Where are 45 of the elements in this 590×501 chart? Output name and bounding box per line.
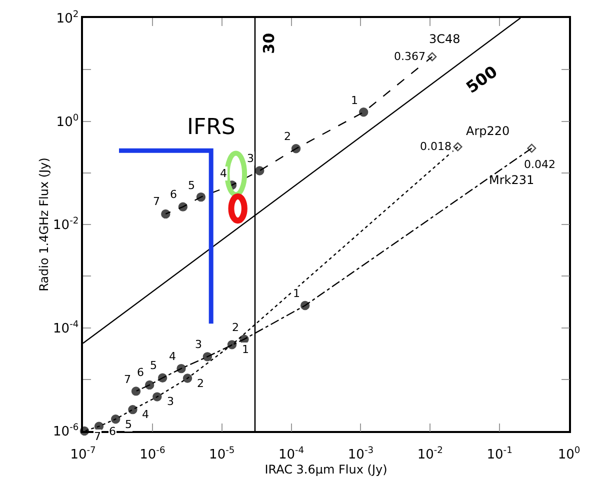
x-tick-label: 10$^{-6}$ (140, 446, 166, 462)
annotation: 5 (125, 418, 132, 431)
annotation: 6 (109, 425, 116, 438)
annotation: 7 (94, 430, 101, 443)
annotation: 3 (167, 395, 174, 408)
annotation: 3 (195, 338, 202, 351)
x-tick-label: 10$^{-2}$ (417, 446, 443, 462)
x-tick-label: 10$^{-1}$ (486, 446, 512, 462)
y-tick-label: 10$^{-4}$ (53, 320, 79, 336)
x-tick-label: 10$^{-4}$ (278, 446, 304, 462)
series-label: Mrk231 (489, 173, 534, 187)
annotation: 500 (462, 62, 501, 97)
y-axis-title: Radio 1.4GHz Flux (Jy) (36, 158, 51, 292)
annotation: 6 (170, 188, 177, 201)
annotation: 4 (169, 350, 176, 363)
annotation: 2 (232, 321, 239, 334)
annotation: 2 (284, 130, 291, 143)
annotation: 0.042 (524, 158, 556, 171)
annotation: 5 (188, 179, 195, 192)
annotation: 4 (142, 408, 149, 421)
x-tick-label: 10$^{-5}$ (209, 446, 235, 462)
annotation: 0.018 (420, 140, 452, 153)
annotation: 0.367 (394, 50, 426, 63)
annotation: 1 (242, 343, 249, 356)
y-tick-label: 10$^{-6}$ (53, 423, 79, 440)
annotation: 6 (137, 366, 144, 379)
annotation: 1 (293, 287, 300, 300)
y-tick-label: 10$^{-2}$ (53, 216, 79, 234)
ref-line-label: 30 (260, 32, 278, 54)
y-tick-label: 10$^{2}$ (56, 10, 79, 27)
x-tick-label: 10$^{-7}$ (70, 446, 96, 462)
annotation: 4 (220, 167, 227, 180)
x-axis-title: IRAC 3.6μm Flux (Jy) (264, 462, 388, 477)
annotation: 7 (124, 373, 131, 386)
x-tick-label: 10$^{0}$ (558, 446, 580, 462)
annotation: 1 (351, 94, 358, 107)
annotation: 3 (247, 152, 254, 165)
y-tick-label: 10$^{0}$ (56, 113, 79, 130)
annotation: 7 (153, 195, 160, 208)
x-tick-label: 10$^{-3}$ (348, 446, 374, 462)
series-label: 3C48 (429, 32, 460, 46)
annotation: IFRS (187, 115, 236, 140)
annotation: 5 (150, 359, 157, 372)
annotation: 2 (197, 377, 204, 390)
series-label: Arp220 (466, 124, 510, 138)
